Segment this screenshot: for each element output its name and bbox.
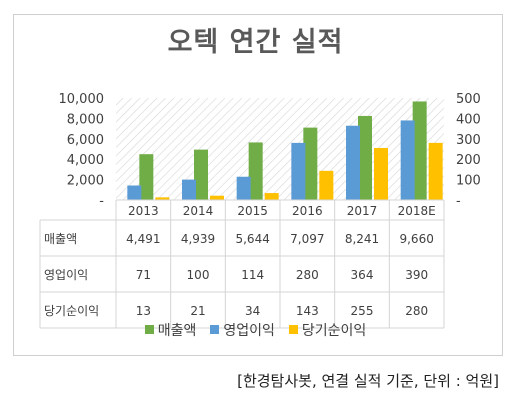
- table-cell: 13: [136, 304, 151, 318]
- bar-영업이익-2016: [291, 142, 306, 200]
- table-cell: 114: [241, 268, 264, 282]
- table-row-label: 당기순이익: [44, 304, 99, 318]
- table-cell: 280: [405, 304, 428, 318]
- left-tick-label: 6,000: [67, 133, 104, 148]
- bar-당기순이익-2018E: [428, 142, 443, 200]
- category-label: 2017: [347, 204, 378, 218]
- legend-item-영업이익: 영업이익: [210, 320, 275, 340]
- right-tick-label: -: [456, 194, 461, 209]
- table-row-label: 영업이익: [44, 268, 88, 282]
- category-label: 2014: [183, 204, 214, 218]
- data-table: 2013 2014 2015 2016 2017 2018E 매출액 4,491 4,939 5,…: [39, 199, 445, 329]
- legend-swatch: [210, 325, 220, 334]
- bar-당기순이익-2014: [210, 195, 224, 200]
- bar-매출액-2013: [139, 154, 154, 200]
- bar-당기순이익-2017: [374, 147, 388, 200]
- table-cell: 5,644: [235, 232, 269, 246]
- legend-item-매출액: 매출액: [144, 320, 197, 340]
- table-row-label: 매출액: [44, 232, 77, 246]
- right-tick-label: 500: [456, 92, 481, 107]
- legend-label: 매출액: [157, 323, 197, 339]
- left-tick-label: -: [99, 194, 104, 209]
- category-label: 2013: [128, 204, 159, 218]
- bar-영업이익-2014: [182, 179, 196, 200]
- chart-title: 오텍 연간 실적: [167, 27, 344, 58]
- table-cell: 255: [351, 304, 374, 318]
- bar-영업이익-2017: [346, 125, 360, 200]
- left-tick-label: 8,000: [67, 112, 104, 127]
- plot-background: [116, 98, 444, 200]
- category-label: 2018E: [398, 204, 436, 218]
- left-axis: 10,000 8,000 6,000 4,000 2,000 -: [59, 92, 105, 209]
- right-axis: 500 400 300 200 100 -: [456, 92, 481, 209]
- table-cell: 34: [245, 304, 260, 318]
- table-cell: 364: [351, 268, 374, 282]
- right-tick-label: 400: [456, 112, 481, 127]
- legend-swatch: [144, 325, 154, 334]
- bar-당기순이익-2016: [319, 170, 334, 200]
- table-cell: 390: [405, 268, 428, 282]
- bar-영업이익-2018E: [400, 120, 415, 200]
- bar-매출액-2014: [194, 149, 208, 200]
- bar-당기순이익-2015: [264, 193, 279, 200]
- right-tick-label: 200: [456, 153, 481, 168]
- left-tick-label: 10,000: [59, 92, 105, 107]
- bars-group: [127, 101, 443, 200]
- category-label: 2016: [292, 204, 323, 218]
- table-cell: 8,241: [345, 232, 379, 246]
- table-cell: 100: [187, 268, 210, 282]
- table-cell: 7,097: [290, 232, 324, 246]
- category-label: 2015: [237, 204, 268, 218]
- legend-label: 당기순이익: [301, 323, 367, 339]
- source-note: [한경탐사봇, 연결 실적 기준, 단위 : 억원]: [237, 372, 499, 390]
- table-cell: 280: [296, 268, 319, 282]
- table-cell: 4,491: [126, 232, 160, 246]
- table-cell: 9,660: [399, 232, 433, 246]
- legend-item-당기순이익: 당기순이익: [288, 320, 367, 340]
- bar-매출액-2016: [303, 127, 318, 200]
- bar-당기순이익-2013: [155, 197, 170, 200]
- bar-매출액-2015: [248, 142, 263, 200]
- bar-매출액-2017: [358, 115, 372, 200]
- legend-label: 영업이익: [223, 323, 275, 339]
- legend-swatch: [288, 325, 298, 334]
- bar-영업이익-2013: [127, 185, 142, 200]
- table-cell: 4,939: [181, 232, 215, 246]
- left-tick-label: 4,000: [67, 153, 104, 168]
- right-tick-label: 300: [456, 133, 481, 148]
- bar-영업이익-2015: [236, 176, 251, 200]
- table-cell: 21: [190, 304, 205, 318]
- table-cell: 143: [296, 304, 319, 318]
- bar-매출액-2018E: [412, 101, 427, 200]
- table-cell: 71: [136, 268, 151, 282]
- right-tick-label: 100: [456, 174, 481, 189]
- left-tick-label: 2,000: [67, 174, 104, 189]
- legend: 매출액 영업이익 당기순이익: [0, 320, 511, 340]
